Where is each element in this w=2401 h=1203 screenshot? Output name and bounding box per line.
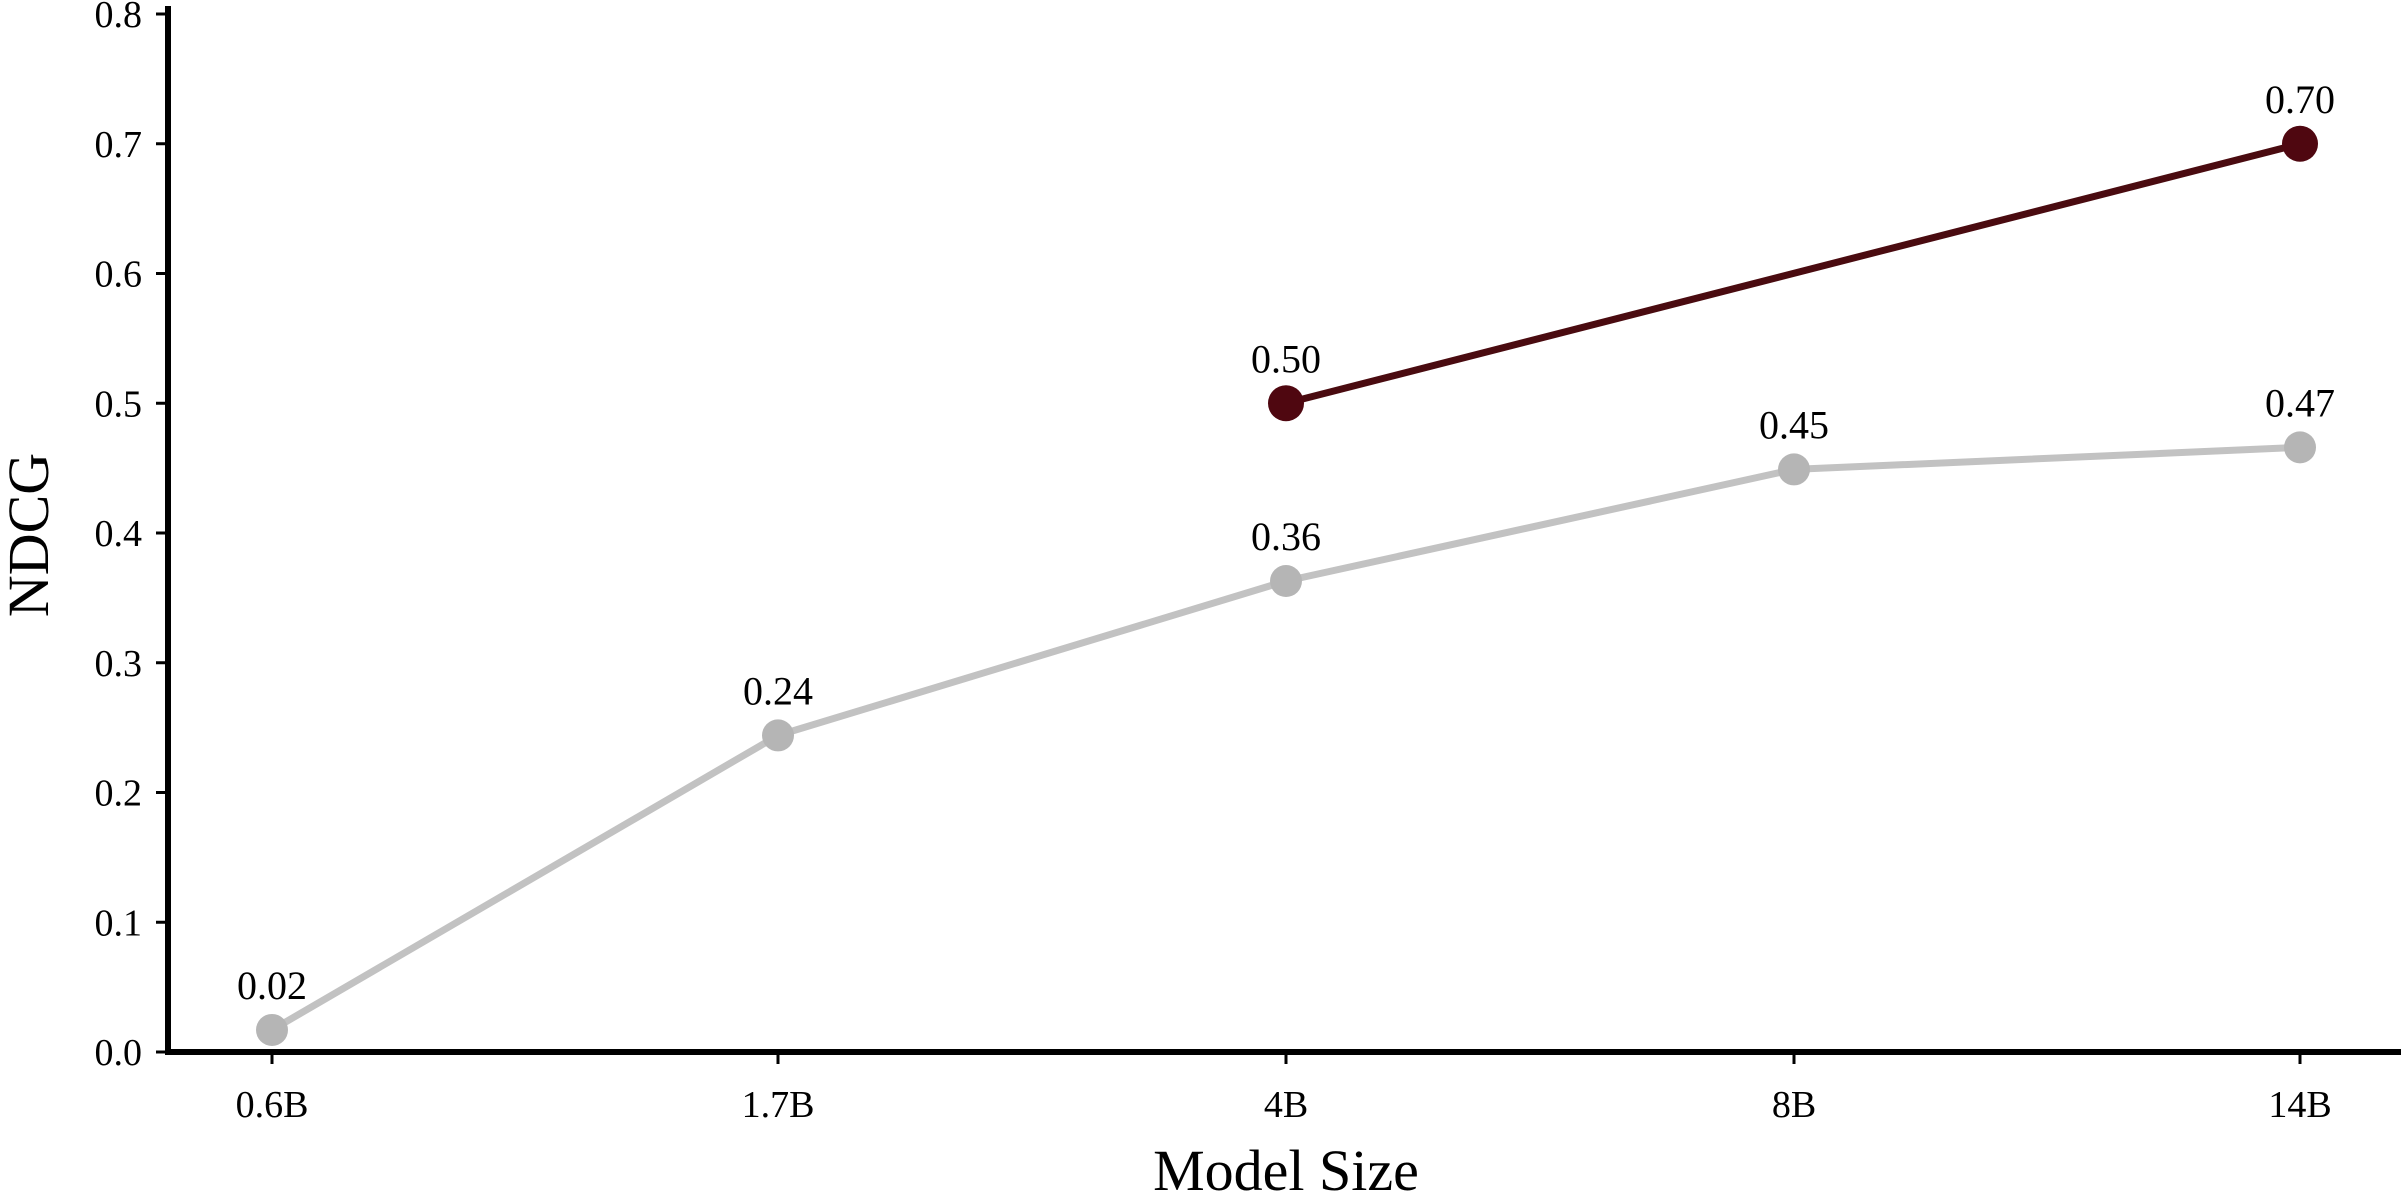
series-2-point bbox=[1268, 385, 1304, 422]
y-axis-title: NDCG bbox=[0, 453, 61, 617]
series-1-data-label: 0.24 bbox=[743, 668, 813, 713]
y-tick-label: 0.3 bbox=[95, 643, 143, 685]
series-layer bbox=[256, 125, 2318, 1046]
axes-layer bbox=[165, 6, 2401, 1055]
y-tick-label: 0.2 bbox=[95, 773, 143, 815]
y-tick-label: 0.4 bbox=[95, 513, 143, 555]
series-1-data-label: 0.47 bbox=[2265, 380, 2335, 425]
series-1-data-label: 0.36 bbox=[1251, 514, 1321, 559]
ticks-layer: 0.0 0.1 0.2 0.3 0.4 0.5 0.6 0.7 0.8 0.6B 1.7B 4B 8B 1… bbox=[95, 0, 2332, 1126]
x-tick-label: 8B bbox=[1772, 1084, 1816, 1126]
series-2-data-label: 0.50 bbox=[1251, 336, 1321, 381]
series-2-point bbox=[2282, 125, 2318, 162]
series-2-line bbox=[1282, 140, 2304, 407]
x-tick-label: 4B bbox=[1264, 1084, 1308, 1126]
y-tick-label: 0.1 bbox=[95, 902, 143, 944]
x-tick-label: 1.7B bbox=[742, 1084, 815, 1126]
y-tick-label: 0.7 bbox=[95, 124, 143, 166]
series-1-point bbox=[2284, 431, 2316, 464]
y-tick-label: 0.0 bbox=[95, 1032, 143, 1074]
series-1-point bbox=[1270, 565, 1302, 598]
y-tick-label: 0.6 bbox=[95, 254, 143, 296]
y-tick-label: 0.8 bbox=[95, 0, 143, 36]
x-tick-label: 14B bbox=[2268, 1084, 2331, 1126]
series-1-data-label: 0.02 bbox=[237, 963, 307, 1008]
series-1-point bbox=[256, 1013, 288, 1046]
x-tick-label: 0.6B bbox=[236, 1084, 309, 1126]
series-1-data-label: 0.45 bbox=[1759, 402, 1829, 447]
series-2-data-label: 0.70 bbox=[2265, 77, 2335, 122]
series-1-point bbox=[762, 719, 794, 752]
y-tick-label: 0.5 bbox=[95, 383, 143, 425]
series-1-point bbox=[1778, 453, 1810, 486]
x-axis-title: Model Size bbox=[1153, 1138, 1419, 1203]
labels-layer: 0.02 0.24 0.36 0.45 0.47 0.50 0.70 bbox=[237, 77, 2335, 1008]
